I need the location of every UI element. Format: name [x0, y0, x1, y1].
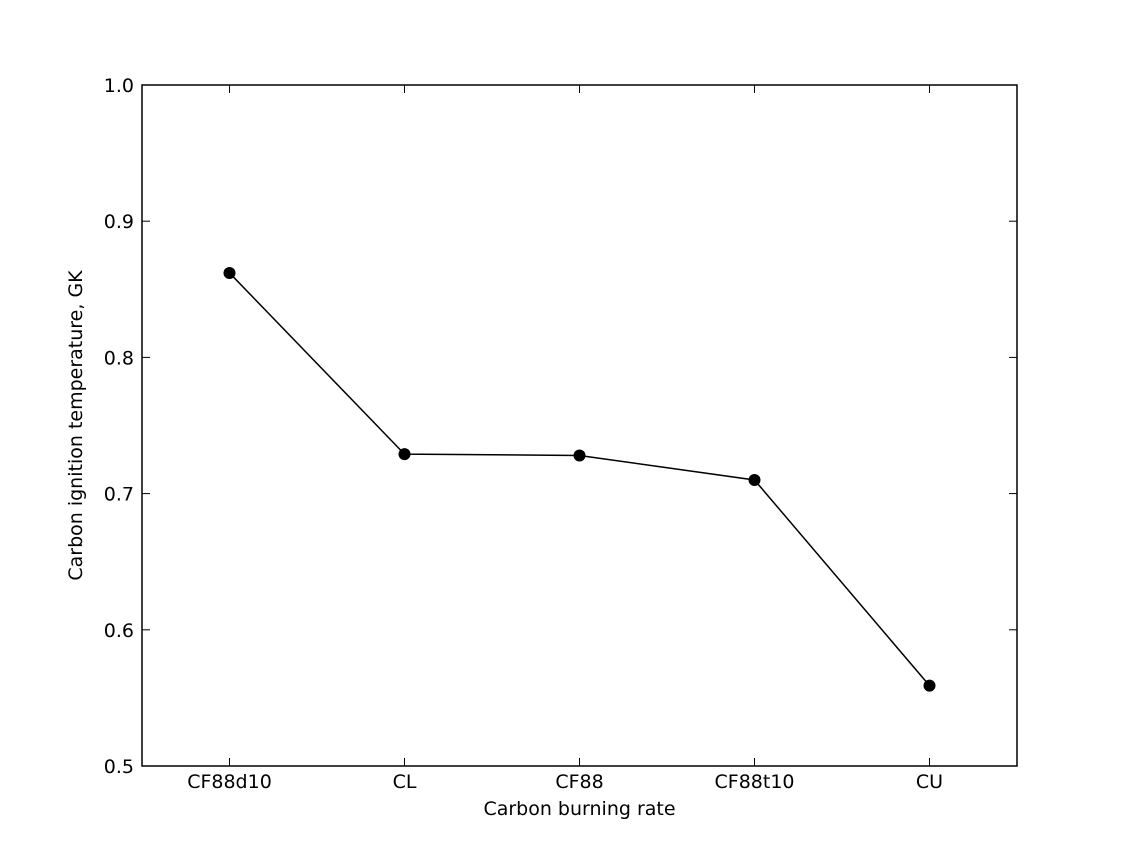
data-point — [923, 679, 936, 692]
y-axis: 0.5 0.6 0.7 0.8 0.9 1.0 — [104, 75, 1017, 778]
y-tick-label: 0.7 — [104, 484, 134, 506]
y-tick-label: 0.9 — [104, 211, 134, 233]
x-tick-label: CF88 — [555, 771, 603, 793]
x-tick-label: CF88t10 — [715, 771, 795, 793]
y-axis-label: Carbon ignition temperature, GK — [65, 270, 87, 581]
y-tick-label: 1.0 — [104, 75, 134, 97]
data-point — [573, 449, 586, 462]
y-tick-label: 0.6 — [104, 620, 134, 642]
data-point — [398, 448, 411, 461]
x-tick-label: CF88d10 — [187, 771, 272, 793]
series-line — [228, 272, 931, 687]
x-tick-label: CL — [393, 771, 417, 793]
x-axis-label: Carbon burning rate — [483, 798, 675, 820]
plot-area-frame — [141, 84, 1018, 767]
x-axis: CF88d10 CL CF88 CF88t10 CU — [187, 85, 943, 793]
data-point — [223, 266, 236, 279]
y-tick-label: 0.5 — [104, 756, 134, 778]
y-tick-label: 0.8 — [104, 347, 134, 369]
data-point — [748, 473, 761, 486]
x-tick-label: CU — [916, 771, 943, 793]
series-layer — [223, 266, 936, 692]
